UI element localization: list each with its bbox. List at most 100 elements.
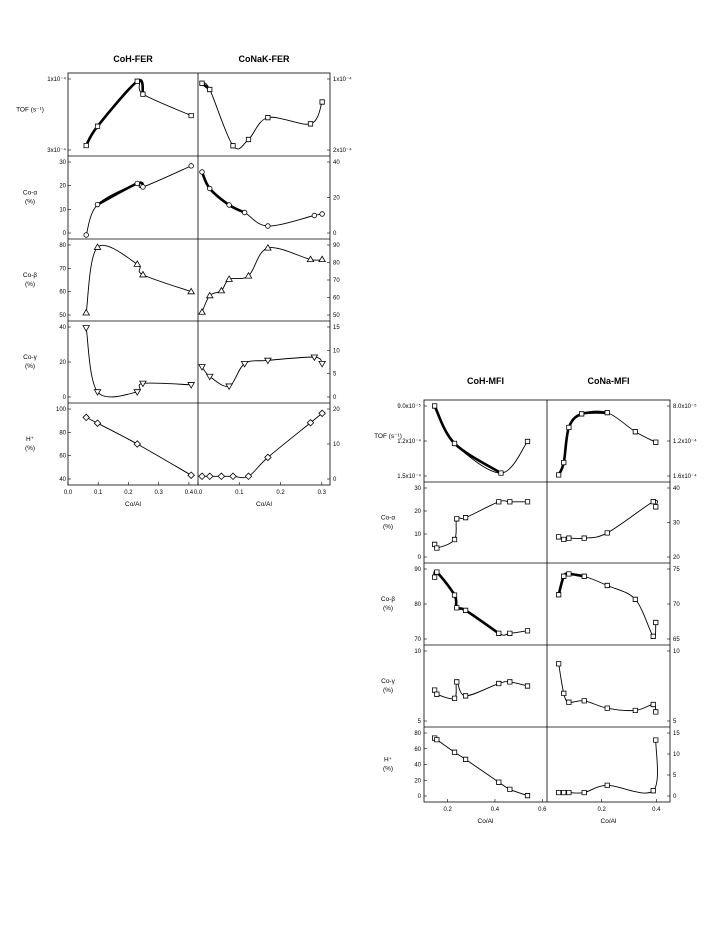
data-point bbox=[556, 534, 562, 540]
trend-line-bold bbox=[557, 411, 608, 476]
y-tick-label-right: 80 bbox=[333, 261, 340, 267]
data-point bbox=[199, 80, 205, 86]
row-label: H⁺ bbox=[384, 757, 393, 764]
data-point bbox=[207, 185, 213, 192]
y-tick-label-right: 60 bbox=[333, 296, 340, 302]
y-tick-label-right: 5 bbox=[333, 372, 337, 378]
data-point bbox=[140, 184, 146, 190]
y-tick-label-left: 20 bbox=[59, 184, 66, 190]
y-tick-label-right: 40 bbox=[673, 486, 680, 492]
data-point bbox=[507, 630, 513, 636]
data-point bbox=[432, 574, 438, 580]
data-point bbox=[434, 545, 440, 551]
data-point bbox=[139, 270, 147, 278]
trend-line bbox=[201, 247, 323, 313]
data-point bbox=[434, 737, 440, 743]
y-tick-label-right: 2x10⁻⁴ bbox=[333, 147, 352, 154]
row-label: (%) bbox=[25, 363, 35, 370]
y-tick-label-right: 20 bbox=[333, 196, 340, 202]
data-point bbox=[240, 361, 249, 368]
y-tick-label-left: 30 bbox=[59, 160, 66, 166]
data-point bbox=[496, 680, 502, 687]
data-point bbox=[230, 143, 236, 149]
trend-line-bold bbox=[96, 181, 145, 206]
y-tick-label-right: 15 bbox=[673, 731, 680, 737]
data-point bbox=[83, 232, 89, 238]
trend-line bbox=[85, 244, 192, 313]
plot-frame bbox=[67, 72, 331, 486]
data-point bbox=[188, 112, 194, 119]
data-point bbox=[306, 255, 315, 263]
data-point bbox=[653, 619, 659, 626]
y-tick-label-right: 1x10⁻⁴ bbox=[333, 76, 352, 83]
data-point bbox=[566, 699, 572, 705]
y-tick-label-right: 40 bbox=[333, 160, 340, 166]
x-tick-label: 0.1 bbox=[94, 490, 103, 496]
y-tick-label-right: 65 bbox=[673, 637, 680, 643]
data-point bbox=[133, 260, 142, 267]
data-point bbox=[454, 679, 460, 685]
data-point bbox=[226, 202, 232, 208]
trend-line bbox=[202, 412, 323, 479]
data-point bbox=[561, 690, 567, 696]
data-point bbox=[188, 163, 194, 169]
y-tick-label-left: 9.0x10⁻⁵ bbox=[397, 403, 421, 410]
data-point bbox=[225, 383, 234, 391]
data-point bbox=[524, 499, 531, 505]
data-point bbox=[264, 453, 272, 462]
data-point bbox=[199, 169, 205, 175]
data-point bbox=[604, 582, 610, 589]
data-point bbox=[524, 438, 531, 445]
trend-line bbox=[434, 500, 528, 549]
data-point bbox=[311, 212, 318, 219]
row-label: Co-γ bbox=[23, 354, 37, 361]
data-point bbox=[498, 470, 504, 476]
data-point bbox=[507, 679, 513, 685]
data-point bbox=[432, 403, 438, 409]
x-axis-label: Co/Al bbox=[125, 501, 141, 508]
x-tick-label: 0.2 bbox=[276, 490, 285, 496]
data-point bbox=[229, 472, 237, 481]
data-point bbox=[82, 308, 91, 316]
y-tick-label-right: 10 bbox=[673, 649, 680, 655]
data-point bbox=[93, 243, 102, 250]
y-tick-label-right: 15 bbox=[333, 325, 340, 331]
trend-line bbox=[434, 681, 528, 700]
figure-mfi: CoH-MFI CoNa-MFI TOF (s⁻¹) 1.5x10⁻⁴ 1.2x10⁻⁴… bbox=[374, 376, 697, 825]
trend-line bbox=[201, 82, 323, 150]
data-point bbox=[133, 440, 142, 448]
y-tick-label-left: 80 bbox=[414, 731, 421, 737]
data-point bbox=[319, 211, 325, 217]
y-tick-label-left: 0 bbox=[418, 794, 422, 800]
data-point bbox=[451, 592, 458, 598]
data-point bbox=[650, 499, 656, 505]
row-label: (%) bbox=[383, 766, 393, 773]
y-tick-label-right: 70 bbox=[673, 602, 680, 608]
data-point bbox=[650, 633, 656, 639]
trend-line bbox=[434, 737, 528, 797]
y-tick-label-left: 20 bbox=[414, 509, 421, 515]
y-tick-label-left: 10 bbox=[59, 207, 66, 213]
data-point bbox=[244, 271, 253, 279]
data-point bbox=[566, 571, 572, 577]
y-tick-label-right: 75 bbox=[673, 567, 680, 573]
y-tick-label-left: 90 bbox=[414, 567, 421, 573]
x-axis-label: Co/Al bbox=[256, 501, 272, 508]
data-point bbox=[244, 472, 253, 481]
y-tick-label-left: 60 bbox=[414, 747, 421, 753]
trend-line-bold bbox=[433, 405, 502, 475]
data-point bbox=[556, 789, 562, 796]
data-point bbox=[83, 142, 89, 149]
data-point bbox=[198, 308, 206, 315]
x-axis-label: Co/Al bbox=[601, 818, 617, 825]
data-point bbox=[454, 516, 460, 522]
y-tick-label-right: 50 bbox=[333, 313, 340, 319]
x-tick-label: 0.4 bbox=[491, 807, 500, 813]
y-tick-label-left: 40 bbox=[414, 763, 421, 769]
row-label: Co-β bbox=[381, 596, 395, 603]
data-point bbox=[133, 389, 142, 396]
row-label: (%) bbox=[383, 687, 393, 694]
y-tick-label-left: 10 bbox=[414, 649, 421, 655]
data-point bbox=[566, 535, 572, 541]
